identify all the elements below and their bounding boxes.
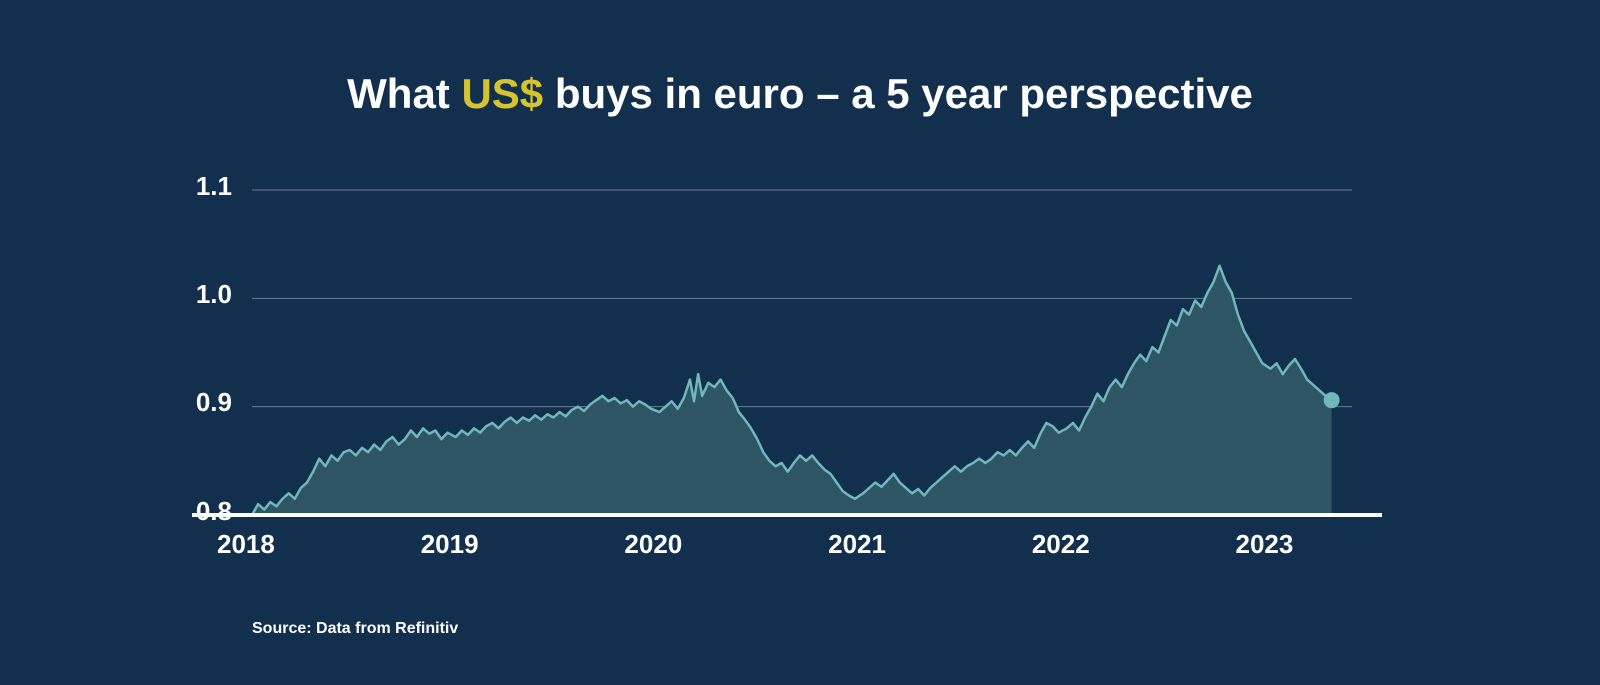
y-tick-label: 0.8 [172,496,232,527]
y-tick-label: 1.1 [172,171,232,202]
figure-root: What US$ buys in euro – a 5 year perspec… [0,0,1600,685]
x-tick-label: 2018 [217,529,275,560]
x-tick-label: 2019 [421,529,479,560]
chart-svg [0,0,1600,685]
y-tick-label: 0.9 [172,387,232,418]
y-tick-label: 1.0 [172,279,232,310]
source-attribution: Source: Data from Refinitiv [252,620,458,638]
x-tick-label: 2021 [828,529,886,560]
end-marker [1324,392,1340,408]
area-fill [252,266,1332,515]
x-tick-label: 2022 [1032,529,1090,560]
x-tick-label: 2023 [1236,529,1294,560]
x-tick-label: 2020 [624,529,682,560]
